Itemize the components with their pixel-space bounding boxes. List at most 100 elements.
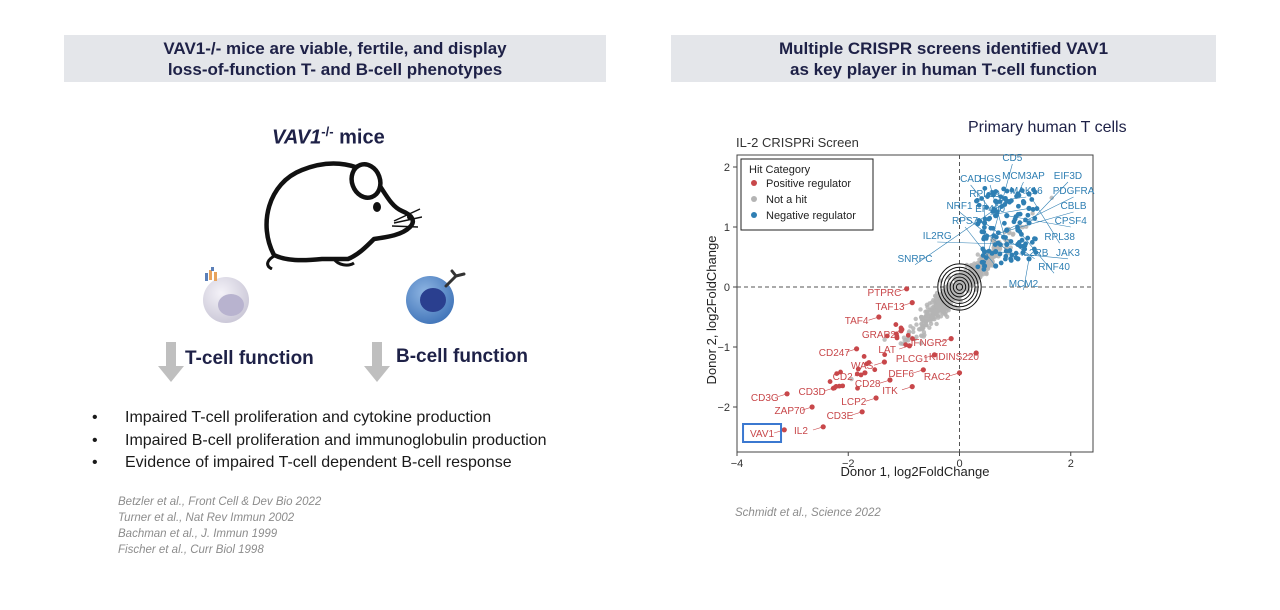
negative-regulator-point: [981, 249, 988, 255]
positive-regulator-point: [887, 377, 893, 383]
density-contour: [937, 263, 982, 311]
not-a-hit-point: [1049, 195, 1054, 201]
positive-regulator-point: [781, 427, 787, 433]
negative-regulator-point: [1025, 212, 1031, 218]
positive-regulator-point: [909, 384, 915, 390]
not-a-hit-point: [928, 318, 933, 324]
positive-regulator-point: [872, 367, 878, 373]
negative-regulator-point: [1019, 188, 1025, 194]
positive-hit-label: TAF4: [845, 316, 869, 327]
positive-regulator-point: [898, 328, 904, 334]
negative-regulator-point: [1023, 241, 1028, 247]
negative-regulator-point: [1026, 191, 1032, 197]
b-cell-function-label: B-cell function: [396, 346, 528, 367]
negative-regulator-point: [985, 194, 990, 199]
positive-regulator-point: [894, 331, 899, 337]
b-cell-down-arrow: [364, 342, 390, 382]
positive-hit-label: TAF13: [875, 302, 905, 313]
not-a-hit-point: [849, 376, 854, 382]
y-tick-label: 1: [724, 222, 730, 234]
positive-hit-label: IFNGR2: [911, 338, 948, 349]
not-a-hit-point: [935, 313, 941, 318]
positive-regulator-point: [893, 322, 899, 327]
not-a-hit-point: [968, 268, 974, 273]
negative-regulator-point: [1013, 250, 1019, 256]
positive-hit-label: ZAP70: [775, 406, 806, 417]
not-a-hit-point: [927, 325, 932, 330]
positive-regulator-point: [906, 343, 913, 349]
positive-hit-label: LCP2: [841, 397, 866, 408]
positive-regulator-point: [931, 352, 938, 358]
negative-regulator-point: [1021, 200, 1027, 206]
t-cell-function-label: T-cell function: [185, 348, 314, 369]
negative-regulator-point: [1004, 188, 1010, 194]
positive-regulator-point: [909, 300, 915, 306]
negative-regulator-point: [1016, 203, 1021, 209]
left-title-line1: VAV1-/- mice are viable, fertile, and di…: [163, 38, 507, 58]
positive-regulator-point: [882, 352, 888, 358]
negative-hit-label: RPL19: [969, 189, 1000, 200]
negative-hit-label: CPSF4: [1055, 216, 1088, 227]
negative-regulator-point: [1031, 187, 1036, 193]
not-a-hit-point: [924, 302, 930, 308]
positive-hit-label: CD3E: [827, 411, 854, 422]
negative-hit-label: JAK3: [1056, 248, 1080, 259]
negative-regulator-point: [1020, 250, 1026, 256]
gene-name: VAV1: [272, 126, 322, 149]
positive-hit-label: VAV1: [750, 429, 775, 440]
positive-regulator-point: [873, 395, 879, 401]
positive-regulator-point: [881, 359, 888, 365]
not-a-hit-point: [940, 308, 946, 314]
b-cell-icon: [406, 269, 466, 324]
x-tick-label: 0: [956, 458, 962, 470]
negative-hit-label: HGS: [979, 174, 1001, 185]
bullet-item: Impaired T-cell proliferation and cytoki…: [92, 407, 547, 430]
not-a-hit-point: [984, 270, 989, 275]
left-title-line2: loss-of-function T- and B-cell phenotype…: [167, 59, 503, 79]
positive-hit-label: DEF6: [888, 369, 914, 380]
negative-regulator-point: [1008, 256, 1014, 262]
negative-regulator-point: [1001, 220, 1007, 226]
not-a-hit-point: [1011, 231, 1016, 237]
negative-regulator-point: [1009, 252, 1015, 258]
negative-regulator-point: [1004, 227, 1010, 233]
not-a-hit-point: [934, 309, 940, 315]
legend-marker: [751, 196, 757, 202]
negative-regulator-point: [1023, 217, 1028, 223]
not-a-hit-point: [958, 298, 963, 304]
negative-regulator-point: [982, 185, 988, 191]
positive-hit-label: WAS: [851, 361, 874, 372]
negative-regulator-point: [1004, 198, 1010, 204]
not-a-hit-point: [931, 298, 936, 303]
x-tick-label: −4: [731, 458, 744, 470]
negative-regulator-point: [1032, 215, 1038, 221]
positive-regulator-point: [838, 369, 843, 375]
density-contour: [949, 276, 970, 298]
negative-hit-label: RPS7: [952, 216, 979, 227]
positive-regulator-point: [884, 333, 890, 339]
positive-regulator-point: [855, 385, 860, 391]
positive-regulator-point: [973, 350, 979, 356]
positive-hit-label: LAT: [878, 345, 896, 356]
negative-regulator-point: [1004, 213, 1010, 219]
reference-item: Bachman et al., J. Immun 1999: [118, 528, 278, 540]
positive-hit-label: RAC2: [924, 372, 951, 383]
positive-regulator-point: [948, 336, 954, 342]
negative-regulator-point: [993, 198, 999, 204]
right-title-line2: as key player in human T-cell function: [789, 59, 1098, 79]
positive-regulator-point: [861, 354, 867, 359]
negative-regulator-point: [1026, 220, 1032, 226]
negative-hit-label: EIF3D: [1054, 171, 1082, 182]
negative-hit-label: CBLB: [1060, 201, 1086, 212]
knockout-superscript: -/-: [321, 124, 334, 139]
positive-hit-label: PTPRC: [867, 288, 901, 299]
bullet-item: Impaired B-cell proliferation and immuno…: [92, 430, 547, 453]
density-contour: [940, 266, 979, 308]
not-a-hit-point: [918, 340, 924, 346]
cell-type-label: Primary human T cells: [968, 119, 1127, 136]
negative-regulator-point: [997, 251, 1003, 257]
positive-hit-label: PLCG1: [896, 354, 929, 365]
x-axis-label: Donor 1, log2FoldChange: [841, 464, 990, 479]
negative-regulator-point: [1015, 227, 1021, 233]
bullet-item: Evidence of impaired T-cell dependent B-…: [92, 452, 547, 475]
